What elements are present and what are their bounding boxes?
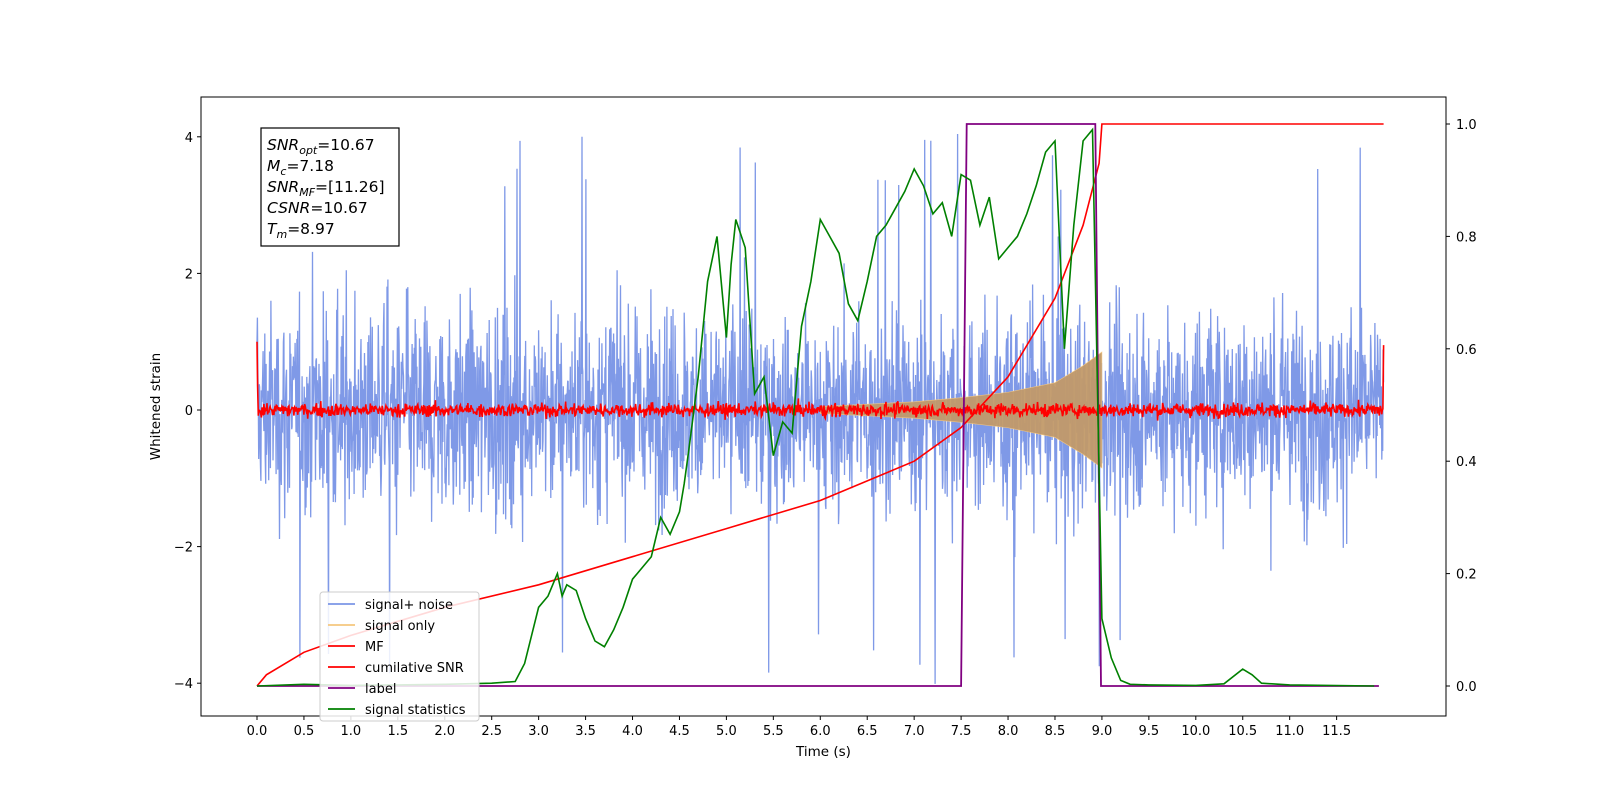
x-tick-label: 8.5 <box>1045 724 1066 739</box>
y-left-tick-label: 0 <box>185 404 193 419</box>
x-tick-label: 5.0 <box>716 724 737 739</box>
x-tick-label: 9.0 <box>1092 724 1113 739</box>
annotation-line: Tm=8.97 <box>267 220 335 241</box>
x-tick-label: 2.0 <box>434 724 455 739</box>
y-right-tick-label: 1.0 <box>1456 118 1477 133</box>
annotation-line: Mc=7.18 <box>267 157 334 178</box>
y-axis-label: Whitened strain <box>148 353 164 460</box>
x-tick-label: 8.0 <box>998 724 1019 739</box>
x-tick-label: 7.0 <box>904 724 925 739</box>
legend-label: cumilative SNR <box>365 661 464 676</box>
series-label <box>257 123 1379 687</box>
legend-label: signal+ noise <box>365 598 453 613</box>
x-tick-label: 2.5 <box>481 724 502 739</box>
y-left-tick-label: 2 <box>185 267 193 282</box>
x-tick-label: 3.5 <box>575 724 596 739</box>
x-tick-label: 1.5 <box>387 724 408 739</box>
y-left-tick-label: −4 <box>174 677 193 692</box>
x-tick-label: 6.5 <box>857 724 878 739</box>
x-tick-label: 1.0 <box>341 724 362 739</box>
series-signal-noise <box>256 133 1385 684</box>
x-tick-label: 11.0 <box>1275 724 1304 739</box>
y-right-tick-label: 0.4 <box>1456 455 1477 470</box>
legend-label: signal only <box>365 619 435 634</box>
series-signal-statistics <box>256 127 1375 687</box>
x-axis-label: Time (s) <box>795 744 851 760</box>
legend-label: MF <box>365 640 384 655</box>
x-tick-label: 7.5 <box>951 724 972 739</box>
x-tick-label: 0.0 <box>247 724 268 739</box>
annotation-line: SNRopt=10.67 <box>267 136 375 157</box>
x-tick-label: 10.5 <box>1228 724 1257 739</box>
y-right-tick-label: 0.2 <box>1456 568 1477 583</box>
y-left-tick-label: −2 <box>174 541 193 556</box>
legend-label: signal statistics <box>365 703 466 718</box>
annotation-line: SNRMF=[11.26] <box>267 178 385 199</box>
legend-box <box>319 591 480 722</box>
y-right-tick-label: 0.8 <box>1456 230 1477 245</box>
x-tick-label: 11.5 <box>1322 724 1351 739</box>
x-tick-label: 3.0 <box>528 724 549 739</box>
x-tick-label: 4.5 <box>669 724 690 739</box>
y-left-tick-label: 4 <box>185 131 193 146</box>
annotation-line: CSNR=10.67 <box>267 199 368 217</box>
y-right-tick-label: 0.0 <box>1456 680 1477 695</box>
legend-label: label <box>365 682 396 697</box>
x-tick-label: 4.0 <box>622 724 643 739</box>
x-tick-label: 5.5 <box>763 724 784 739</box>
annotation-box <box>260 127 400 247</box>
x-tick-label: 10.0 <box>1181 724 1210 739</box>
y-right-tick-label: 0.6 <box>1456 343 1477 358</box>
plot-frame <box>200 96 1447 717</box>
x-tick-label: 6.0 <box>810 724 831 739</box>
x-tick-label: 9.5 <box>1139 724 1160 739</box>
series-mf <box>256 341 1385 421</box>
x-tick-label: 0.5 <box>294 724 315 739</box>
